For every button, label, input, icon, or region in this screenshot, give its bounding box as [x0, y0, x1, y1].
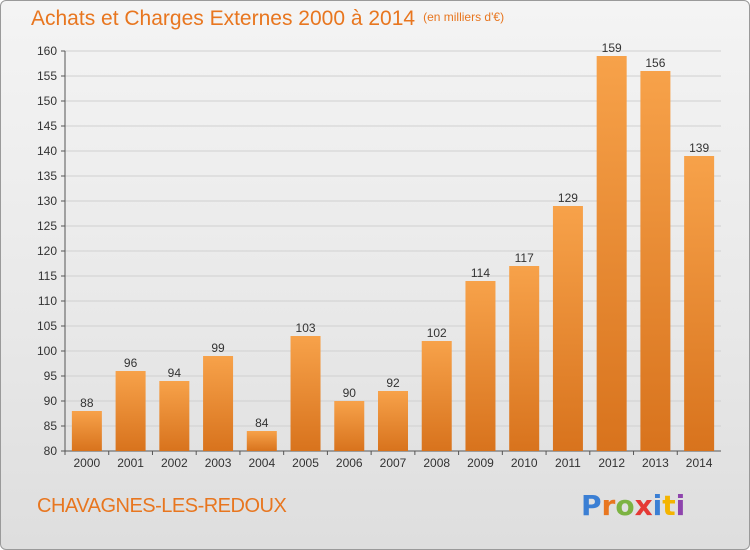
x-tick-label: 2010	[511, 456, 538, 470]
y-tick-label: 105	[37, 319, 57, 333]
x-tick-label: 2001	[117, 456, 144, 470]
data-label: 129	[558, 191, 578, 205]
data-label: 92	[386, 376, 400, 390]
x-tick-label: 2005	[292, 456, 319, 470]
y-tick-label: 125	[37, 219, 57, 233]
bar-2003	[203, 356, 234, 451]
logo-letter: t	[662, 489, 676, 522]
logo-letter: i	[652, 489, 663, 522]
data-label: 103	[296, 321, 316, 335]
y-tick-label: 145	[37, 119, 57, 133]
bar-2013	[640, 71, 671, 451]
data-label: 99	[211, 341, 225, 355]
x-tick-label: 2006	[336, 456, 363, 470]
proxiti-logo: Proxiti	[581, 489, 685, 522]
data-label: 139	[689, 141, 709, 155]
x-tick-label: 2000	[74, 456, 101, 470]
data-label: 159	[602, 41, 622, 55]
bar-2009	[465, 281, 496, 451]
y-tick-label: 140	[37, 144, 57, 158]
data-label: 90	[343, 386, 357, 400]
data-label: 102	[427, 326, 447, 340]
chart-title: Achats et Charges Externes 2000 à 2014 (e…	[31, 7, 504, 31]
logo-letter: i	[675, 489, 686, 522]
bar-2010	[509, 266, 540, 451]
data-label: 114	[471, 266, 490, 280]
x-tick-label: 2009	[467, 456, 494, 470]
y-tick-label: 155	[37, 69, 57, 83]
bar-2005	[290, 336, 321, 451]
x-tick-label: 2003	[205, 456, 232, 470]
x-tick-label: 2007	[380, 456, 407, 470]
data-label: 117	[515, 251, 534, 265]
bar-2006	[334, 401, 365, 451]
y-tick-label: 90	[44, 394, 58, 408]
logo-letter: x	[634, 489, 653, 522]
axes: 80 85 90 95 100 105 110 115 120 125 130 135 140 145 15…	[37, 44, 721, 470]
bar-2008	[421, 341, 452, 451]
logo-letter: r	[601, 489, 616, 522]
bar-2012	[596, 56, 627, 451]
logo-letter: o	[615, 489, 635, 522]
x-tick-label: 2012	[598, 456, 625, 470]
data-labels: 88 96 94 99 84 103 90 92 102 114 117 129 159 156 139	[80, 41, 709, 430]
bar-2002	[159, 381, 190, 451]
x-tick-label: 2013	[642, 456, 669, 470]
logo-letter: P	[581, 489, 602, 522]
y-tick-label: 135	[37, 169, 57, 183]
y-tick-label: 100	[37, 344, 57, 358]
x-tick-label: 2011	[555, 456, 581, 470]
y-tick-label: 80	[44, 444, 58, 458]
chart-unit: (en milliers d'€)	[423, 10, 505, 24]
data-label: 94	[168, 366, 182, 380]
data-label: 84	[255, 416, 269, 430]
data-label: 156	[645, 56, 665, 70]
y-tick-label: 120	[37, 244, 57, 258]
bar-2011	[552, 206, 583, 451]
y-tick-label: 110	[38, 294, 57, 308]
y-tick-label: 115	[38, 269, 57, 283]
commune-name: CHAVAGNES-LES-REDOUX	[37, 495, 287, 517]
y-tick-label: 160	[37, 44, 57, 58]
x-tick-label: 2008	[423, 456, 450, 470]
y-tick-label: 150	[37, 94, 57, 108]
bar-2014	[684, 156, 715, 451]
bar-2001	[115, 371, 146, 451]
bars	[71, 56, 715, 451]
y-tick-label: 85	[44, 419, 58, 433]
x-tick-label: 2014	[686, 456, 713, 470]
bar-2004	[246, 431, 277, 451]
chart-title-text: Achats et Charges Externes 2000 à 2014	[31, 7, 416, 30]
y-tick-label: 95	[44, 369, 58, 383]
y-tick-label: 130	[37, 194, 57, 208]
x-tick-label: 2004	[248, 456, 275, 470]
data-label: 88	[80, 396, 94, 410]
data-label: 96	[124, 356, 138, 370]
bar-2007	[378, 391, 408, 451]
bar-2000	[71, 411, 102, 451]
x-tick-label: 2002	[161, 456, 188, 470]
